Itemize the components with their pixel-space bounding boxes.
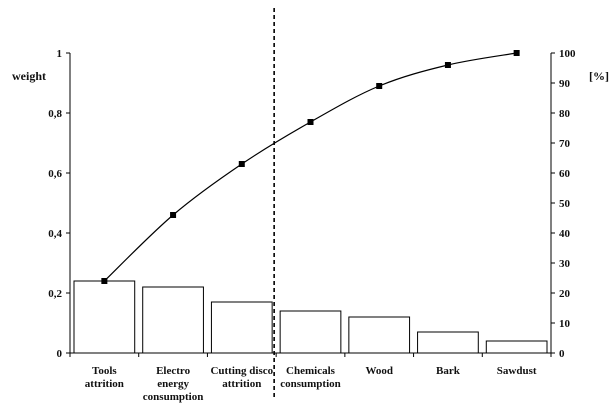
y-right-tick-label: 60: [559, 168, 571, 180]
y-axis-title: weight: [12, 69, 46, 83]
cumulative-point: [307, 119, 314, 125]
y-right-tick-label: 70: [559, 138, 571, 150]
cumulative-point: [238, 161, 245, 167]
x-category-label: Cutting disco attrition: [210, 365, 273, 390]
bars-group: [73, 280, 548, 354]
x-category-label: Wood: [365, 365, 393, 377]
cumulative-point: [513, 50, 520, 56]
y-left-tick-label: 0,6: [48, 168, 62, 180]
y-right-tick-label: 90: [559, 78, 571, 90]
x-category-label: Tools attrition: [85, 365, 124, 390]
y-right-tick-label: 30: [559, 258, 571, 270]
y-right-tick-label: 20: [559, 288, 571, 300]
x-category-label: Bark: [436, 365, 461, 377]
cumulative-point: [376, 83, 383, 89]
y-right-tick-label: 80: [559, 108, 571, 120]
cumulative-point: [101, 278, 108, 284]
y-left-tick-label: 0: [57, 348, 63, 360]
cumulative-line-group: [101, 50, 520, 284]
y-left-tick-label: 0,2: [48, 288, 62, 300]
y-left-tick-label: 1: [57, 48, 63, 60]
x-category-label: Sawdust: [497, 365, 537, 377]
y-left-tick-label: 0,8: [48, 108, 62, 120]
bar: [142, 286, 204, 354]
y-right-tick-label: 40: [559, 228, 571, 240]
cumulative-point: [170, 212, 177, 218]
y-right-tick-label: 10: [559, 318, 571, 330]
cumulative-point: [444, 62, 451, 68]
y-right-tick-label: 100: [559, 48, 576, 60]
bar: [348, 316, 411, 354]
bar: [279, 310, 342, 354]
x-category-label: Electro energy consumption: [143, 365, 204, 403]
bar: [485, 340, 548, 354]
x-category-label: Chemicals consumption: [280, 365, 341, 390]
y-right-tick-label: 0: [559, 348, 565, 360]
y-left-tick-label: 0,4: [48, 228, 62, 240]
y2-axis-title: [%]: [589, 69, 609, 83]
bar: [210, 301, 273, 354]
bar: [417, 331, 479, 354]
y-right-tick-label: 50: [559, 198, 571, 210]
labels-group: 00,20,40,60,810102030405060708090100Tool…: [48, 48, 576, 403]
cumulative-line: [103, 52, 517, 282]
bar: [73, 280, 136, 354]
